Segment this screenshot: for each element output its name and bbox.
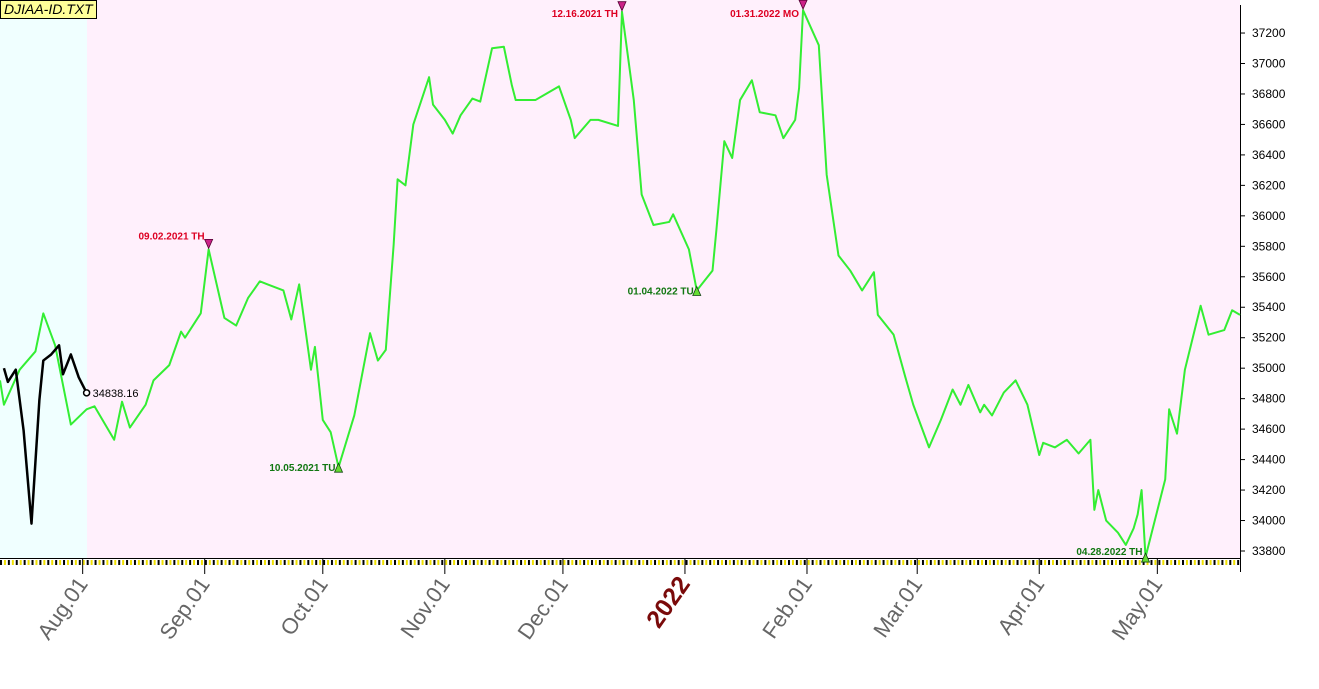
high-marker — [204, 238, 214, 250]
y-tick-label: 36200 — [1252, 178, 1286, 192]
y-tick-label: 34600 — [1252, 422, 1286, 436]
x-tick-label: Nov.01 — [395, 573, 455, 643]
x-tick-label: Apr.01 — [992, 573, 1049, 639]
low-marker — [1140, 552, 1151, 563]
last-value-label: 34838.16 — [93, 388, 139, 400]
series-line — [0, 9, 1241, 559]
x-tick-label: Oct.01 — [275, 573, 333, 640]
low-marker — [692, 285, 702, 296]
y-tick-label: 37000 — [1252, 56, 1286, 70]
chart-title: DJIAA-ID.TXT — [0, 0, 97, 19]
y-tick-label: 34400 — [1252, 453, 1286, 467]
high-label: 09.02.2021 TH — [138, 231, 204, 242]
y-tick-label: 35400 — [1252, 300, 1286, 314]
y-tick-label: 35800 — [1252, 239, 1286, 253]
low-label: 04.28.2022 TH — [1076, 547, 1142, 558]
y-tick-label: 37200 — [1252, 26, 1286, 40]
x-year-label: 2022 — [641, 571, 696, 633]
y-tick-label: 36400 — [1252, 148, 1286, 162]
y-tick-label: 34200 — [1252, 483, 1286, 497]
y-tick-label: 36000 — [1252, 209, 1286, 223]
x-tick-label: May.01 — [1107, 573, 1168, 645]
high-label: 12.16.2021 TH — [552, 9, 618, 20]
series-line — [2, 344, 88, 525]
high-label: 01.31.2022 MO — [730, 9, 799, 20]
low-label: 01.04.2022 TU — [628, 286, 694, 297]
y-tick-label: 35600 — [1252, 270, 1286, 284]
y-tick-label: 36800 — [1252, 87, 1286, 101]
x-tick-label: Mar.01 — [868, 573, 927, 642]
high-marker — [798, 0, 808, 11]
y-tick-label: 36600 — [1252, 117, 1286, 131]
y-tick-label: 35000 — [1252, 361, 1286, 375]
last-point — [82, 389, 91, 397]
y-tick-label: 34000 — [1252, 514, 1286, 528]
high-marker — [617, 1, 627, 12]
x-tick-label: Dec.01 — [513, 573, 573, 644]
x-tick-label: Aug.01 — [32, 573, 92, 644]
y-tick-label: 34800 — [1252, 392, 1286, 406]
x-tick-label: Sep.01 — [154, 573, 214, 644]
history-background — [0, 0, 87, 558]
y-tick-label: 35200 — [1252, 331, 1286, 345]
day-ticks — [0, 559, 1240, 565]
x-tick-label: Feb.01 — [757, 573, 817, 643]
low-label: 10.05.2021 TU — [269, 463, 335, 474]
low-marker — [333, 462, 344, 473]
y-tick-label: 33800 — [1252, 544, 1286, 558]
